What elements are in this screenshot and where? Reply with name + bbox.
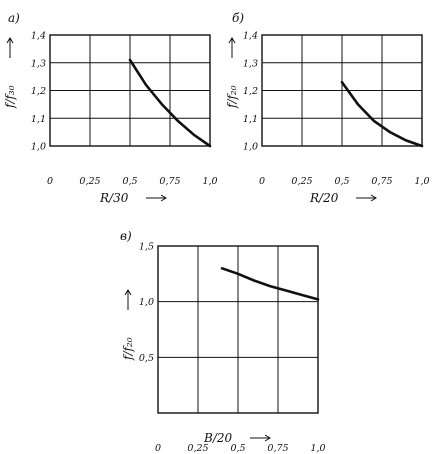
chart-1-panel-letter: а) xyxy=(8,11,20,25)
chart-3-xtick-label: 0,75 xyxy=(267,443,288,454)
chart-2-panel-letter: б) xyxy=(232,11,244,25)
chart-1-xtick-label: 0,75 xyxy=(159,176,180,187)
chart-2-ytick-label: 1,0 xyxy=(243,142,258,153)
chart-1-ytick-label: 1,0 xyxy=(31,142,46,153)
chart-3-xtick-label: 0,25 xyxy=(187,443,208,454)
chart-3-xtick-label: 0 xyxy=(155,443,161,454)
chart-3-x-axis-label: B/20 xyxy=(203,431,232,445)
chart-1-xtick-label: 0 xyxy=(47,176,53,187)
chart-2-series-line xyxy=(340,80,424,148)
chart-3-y-arrow-icon xyxy=(124,289,132,310)
chart-1-series-line xyxy=(128,58,212,148)
chart-2-xtick-label: 0 xyxy=(259,176,265,187)
chart-3-x-arrow-icon xyxy=(250,434,271,442)
chart-1-ytick-label: 1,2 xyxy=(31,86,46,97)
chart-3-y-axis-label: f/f₂₀ xyxy=(121,337,135,361)
chart-2-xtick-label: 0,5 xyxy=(334,176,349,187)
chart-1-ytick-label: 1,1 xyxy=(31,114,46,125)
chart-2-xtick-label: 1,0 xyxy=(414,176,429,187)
chart-3-ytick-label: 1,0 xyxy=(139,297,154,308)
chart-2-ytick-label: 1,1 xyxy=(243,114,258,125)
chart-3-xtick-label: 1,0 xyxy=(310,443,325,454)
chart-1-xtick-label: 0,5 xyxy=(122,176,137,187)
chart-1-x-arrow-icon xyxy=(146,194,167,202)
chart-2-ytick-label: 1,3 xyxy=(243,58,258,69)
chart-2-ytick-label: 1,2 xyxy=(243,86,258,97)
chart-1-x-axis-label: R/30 xyxy=(99,191,129,205)
chart-2-y-arrow-icon xyxy=(228,37,236,58)
chart-1-xtick-label: 0,25 xyxy=(79,176,100,187)
chart-3-ytick-label: 0,5 xyxy=(139,353,154,364)
chart-1-y-axis-label: f/f₃₀ xyxy=(3,85,17,109)
chart-3-ytick-label: 1,5 xyxy=(139,242,154,253)
chart-1-ytick-label: 1,3 xyxy=(31,58,46,69)
chart-3-panel-letter: в) xyxy=(120,229,132,243)
chart-2-xtick-label: 0,25 xyxy=(291,176,312,187)
chart-2-ytick-label: 1,4 xyxy=(243,31,258,42)
chart-1-xtick-label: 1,0 xyxy=(202,176,217,187)
chart-2-x-axis-label: R/20 xyxy=(309,191,339,205)
chart-3-xtick-label: 0,5 xyxy=(230,443,245,454)
chart-1-ytick-label: 1,4 xyxy=(31,31,46,42)
chart-2-y-axis-label: f/f₂₀ xyxy=(225,85,239,109)
chart-1-y-arrow-icon xyxy=(6,37,14,58)
chart-2-xtick-label: 0,75 xyxy=(371,176,392,187)
chart-3-series-line xyxy=(220,266,320,301)
chart-2-x-arrow-icon xyxy=(356,194,377,202)
